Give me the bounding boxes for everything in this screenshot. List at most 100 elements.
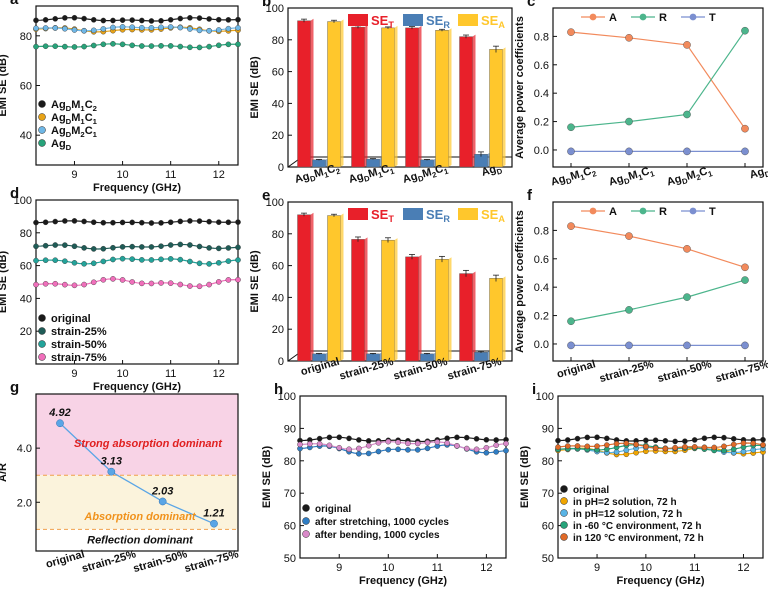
y-tick-label: 80	[272, 229, 284, 241]
data-point	[148, 43, 155, 49]
data-point	[110, 276, 116, 282]
data-point	[52, 280, 59, 287]
subscript: D	[417, 173, 425, 183]
data-point	[119, 255, 126, 262]
data-point	[574, 443, 581, 449]
y-tick-label: 60	[542, 521, 554, 533]
subscript: 1	[377, 170, 384, 180]
category-label: AgDM1C1	[608, 164, 657, 190]
data-point	[625, 34, 633, 42]
data-point	[52, 25, 59, 31]
data-point	[167, 24, 174, 30]
y-tick-label: 60	[20, 81, 32, 93]
data-point	[139, 17, 145, 24]
label-part: strain-50%	[656, 358, 713, 385]
legend-marker	[38, 327, 46, 335]
subscript: D	[66, 130, 72, 139]
category-label: strain-25%	[598, 358, 655, 385]
category-label: AgDM2C1	[401, 162, 450, 188]
series-line	[570, 279, 746, 322]
data-point	[81, 43, 87, 50]
data-point	[81, 281, 87, 288]
data-point	[42, 257, 49, 264]
data-point	[56, 419, 64, 428]
x-tick-label: 9	[71, 169, 77, 181]
data-point	[196, 44, 203, 51]
data-point	[567, 222, 575, 230]
data-point	[672, 444, 678, 451]
y-tick-label: 0.6	[534, 254, 549, 266]
data-point	[81, 218, 87, 225]
data-point	[52, 242, 59, 248]
subscript: 2	[80, 130, 84, 139]
data-point	[42, 280, 49, 287]
x-tick-label: 12	[213, 169, 225, 181]
category-label: AgDM2C1	[666, 164, 715, 190]
legend-label: original	[51, 313, 91, 325]
label-part: Ag	[748, 166, 765, 182]
y-tick-label: 40	[20, 130, 32, 142]
data-point	[90, 246, 97, 252]
bar-side	[418, 25, 422, 167]
data-point	[405, 447, 411, 453]
series-after bending, 1000 cycles	[297, 438, 509, 453]
bar-side	[310, 212, 314, 361]
series-strain-75%	[33, 276, 241, 290]
series-line	[557, 436, 764, 443]
data-point	[235, 41, 241, 48]
data-point	[196, 15, 203, 21]
data-point	[683, 245, 691, 253]
bar-SEA	[381, 239, 395, 362]
label-part: M	[367, 166, 379, 180]
bar-side	[394, 25, 398, 167]
data-point	[62, 25, 68, 32]
data-point	[483, 444, 490, 451]
data-point	[71, 282, 78, 289]
data-point	[129, 42, 135, 49]
data-point	[623, 440, 630, 447]
category-label: original	[555, 358, 597, 380]
subscript: 1	[637, 172, 644, 182]
subscript: T	[388, 214, 394, 224]
data-point	[215, 219, 222, 225]
data-point	[206, 16, 212, 22]
data-point	[158, 24, 164, 31]
bar-side	[448, 257, 452, 361]
subscript: D	[66, 117, 72, 126]
data-point	[100, 41, 107, 48]
legend-label: strain-75%	[51, 352, 107, 364]
data-label: 4.92	[48, 407, 70, 419]
data-point	[119, 219, 126, 226]
y-tick-label: 40	[20, 293, 32, 305]
series-line	[570, 31, 746, 130]
data-point	[594, 434, 600, 441]
data-point	[148, 244, 155, 250]
data-point	[215, 245, 222, 252]
panel-h: h 50 60 70 80 90 100 EMI SE (dB) 9 10 11 12 Frequenc…	[261, 381, 509, 587]
data-point	[167, 219, 174, 226]
label-part: original	[555, 358, 597, 380]
y-tick-label: 20	[272, 130, 284, 142]
data-point	[90, 219, 97, 226]
data-point	[167, 17, 174, 23]
legend-label: A	[609, 206, 617, 218]
subscript: 2	[431, 170, 438, 180]
label-part: Ag	[666, 173, 683, 189]
bar-side	[502, 47, 506, 168]
data-point	[395, 446, 401, 453]
panel-label: c	[527, 0, 535, 10]
x-tick-label: 9	[336, 562, 342, 574]
data-point	[652, 445, 659, 452]
plot-frame	[552, 201, 764, 362]
data-label: 3.13	[101, 456, 122, 468]
bar-side	[448, 28, 452, 168]
data-point	[235, 276, 241, 283]
subscript: 1	[389, 166, 396, 176]
data-point	[196, 218, 203, 224]
subscript: 1	[649, 169, 656, 179]
data-point	[139, 257, 145, 263]
data-point	[110, 17, 116, 24]
data-point	[100, 277, 107, 283]
data-point	[100, 258, 107, 265]
data-point	[235, 25, 241, 31]
